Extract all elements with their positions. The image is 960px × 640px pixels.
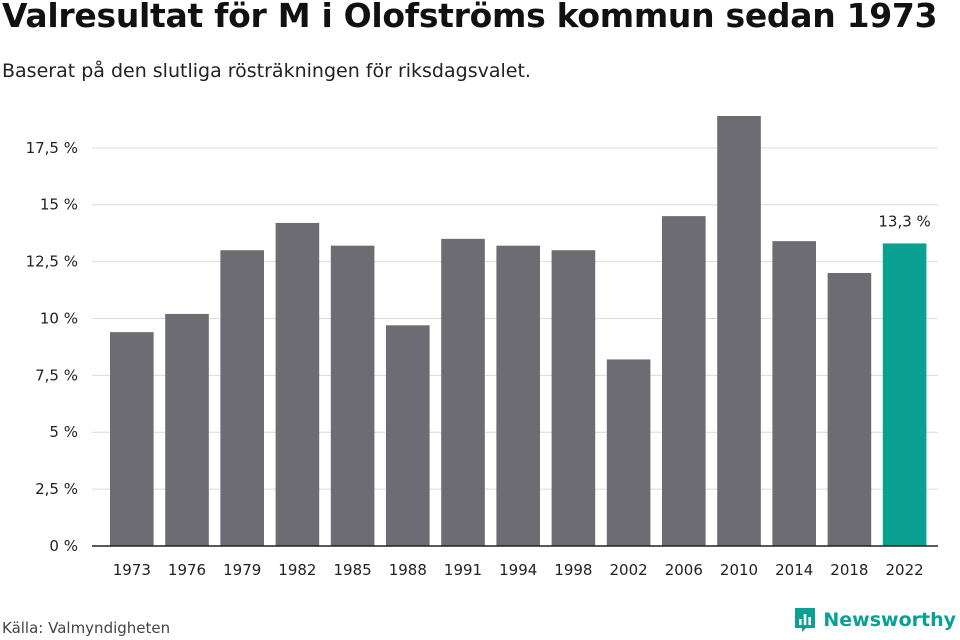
y-tick-label: 10 %	[40, 309, 78, 327]
y-tick-label: 17,5 %	[26, 139, 78, 157]
x-tick-label: 1998	[554, 561, 592, 579]
x-tick-label: 1982	[278, 561, 316, 579]
y-tick-label: 5 %	[49, 423, 78, 441]
chart-subtitle: Baserat på den slutliga rösträkningen fö…	[2, 60, 531, 82]
x-tick-label: 2018	[830, 561, 868, 579]
y-tick-label: 15 %	[40, 196, 78, 214]
bar-chart: 0 % 2,5 % 5 % 7,5 % 10 % 12,5 % 15 % 17,5 % 1973…	[26, 116, 938, 579]
x-tick-label: 2014	[775, 561, 813, 579]
brand-name: Newsworthy	[823, 609, 956, 631]
x-tick-label: 2002	[610, 561, 648, 579]
x-tick-label: 1985	[334, 561, 372, 579]
bar-1979	[220, 250, 265, 547]
bar-1991	[441, 238, 485, 546]
bar-2010	[717, 116, 761, 546]
bar-1988	[386, 325, 430, 546]
bar-2014	[772, 241, 817, 547]
x-tick-label: 2010	[720, 561, 758, 579]
x-tick-label: 1976	[168, 561, 206, 579]
x-tick-label: 1991	[444, 561, 482, 579]
y-tick-label: 2,5 %	[35, 480, 78, 498]
source-note: Källa: Valmyndigheten	[2, 619, 171, 637]
bar-2006	[662, 216, 706, 546]
x-tick-label: 1979	[223, 561, 261, 579]
brand-logo: Newsworthy	[793, 606, 956, 634]
y-tick-label: 12,5 %	[26, 253, 78, 271]
bar-2002	[606, 359, 651, 546]
data-label-2022: 13,3 %	[878, 212, 930, 230]
x-tick-label: 2006	[665, 561, 703, 579]
newsworthy-logo-icon	[795, 608, 816, 632]
y-tick-label: 0 %	[49, 537, 78, 555]
bar-1998	[551, 250, 596, 547]
x-tick-label: 1994	[499, 561, 537, 579]
x-tick-label: 2022	[886, 561, 924, 579]
y-tick-label: 7,5 %	[35, 366, 78, 384]
bar-1982	[275, 222, 320, 546]
x-tick-label: 1973	[113, 561, 151, 579]
bar-2018	[827, 272, 872, 546]
bar-2022	[882, 243, 927, 546]
bar-1994	[496, 245, 541, 546]
chart-title: Valresultat för M i Olofströms kommun se…	[2, 0, 938, 35]
x-tick-label: 1988	[389, 561, 427, 579]
bar-1976	[165, 313, 209, 546]
bar-1985	[330, 245, 375, 546]
bar-1973	[110, 332, 154, 546]
